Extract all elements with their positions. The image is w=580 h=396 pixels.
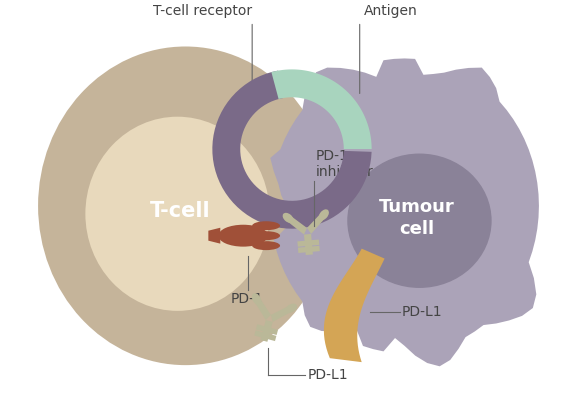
Ellipse shape — [252, 293, 261, 305]
Text: T-cell receptor: T-cell receptor — [153, 4, 252, 17]
Polygon shape — [270, 59, 539, 366]
Ellipse shape — [347, 154, 492, 288]
Text: PD-1
inhibitor: PD-1 inhibitor — [316, 149, 374, 179]
Polygon shape — [254, 297, 271, 320]
Ellipse shape — [285, 304, 297, 313]
Text: PD-L1: PD-L1 — [401, 305, 442, 319]
Text: Antigen: Antigen — [364, 4, 418, 17]
Polygon shape — [287, 215, 307, 234]
Polygon shape — [271, 305, 292, 322]
Ellipse shape — [85, 117, 270, 311]
Polygon shape — [304, 234, 313, 255]
Text: PD-L1: PD-L1 — [308, 368, 349, 382]
Polygon shape — [271, 69, 372, 149]
Polygon shape — [208, 228, 220, 244]
Polygon shape — [260, 320, 273, 342]
Polygon shape — [307, 212, 326, 234]
Ellipse shape — [282, 213, 293, 223]
Ellipse shape — [38, 46, 333, 365]
Ellipse shape — [319, 209, 329, 220]
Ellipse shape — [252, 241, 280, 250]
Polygon shape — [254, 330, 277, 341]
Polygon shape — [324, 249, 385, 362]
Ellipse shape — [218, 225, 268, 247]
Polygon shape — [298, 246, 320, 253]
Text: T-cell: T-cell — [150, 201, 211, 221]
Polygon shape — [212, 70, 372, 229]
Text: Tumour
cell: Tumour cell — [379, 198, 454, 238]
Ellipse shape — [252, 231, 280, 240]
Polygon shape — [298, 240, 319, 247]
Text: PD-1: PD-1 — [230, 292, 263, 307]
Polygon shape — [256, 324, 278, 335]
Ellipse shape — [252, 221, 280, 230]
